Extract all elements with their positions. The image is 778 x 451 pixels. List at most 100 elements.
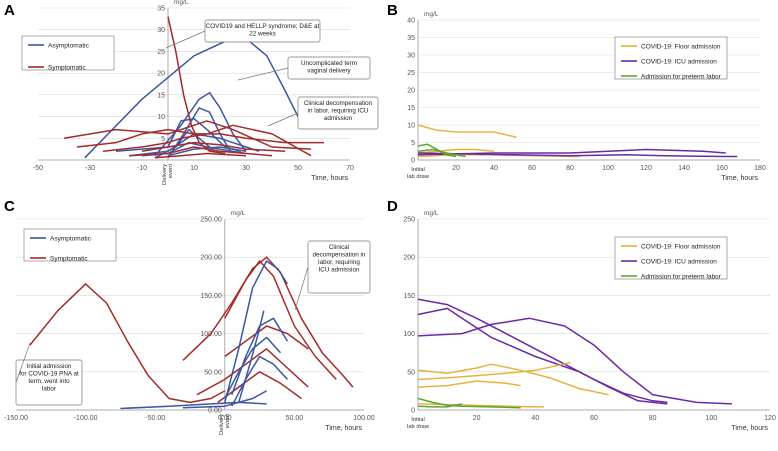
x-tick-label: 20 (452, 165, 460, 172)
y-tick-label: 15 (157, 92, 165, 99)
legend-entry: COVID-19: ICU admission (641, 58, 717, 65)
annotation-text: Initial admission for COVID-19 PNA at term… (19, 363, 79, 393)
y-tick-label: 250.00 (200, 217, 222, 224)
x-tick-label: 10 (190, 165, 198, 172)
y-tick-label: 0.00 (208, 408, 222, 415)
y-tick-label: 25 (157, 49, 165, 56)
series-line-asymptomatic (167, 107, 232, 159)
y-tick-label: 200 (403, 255, 415, 262)
y-tick-label: 0 (411, 158, 415, 165)
series-line-floor (417, 363, 609, 396)
series-line-asymptomatic (231, 355, 288, 407)
series-line-icu (417, 148, 726, 156)
y-tick-label: 150.00 (200, 293, 222, 300)
series-line-symptomatic (63, 120, 312, 150)
y-tick-label: 20 (407, 88, 415, 95)
series-line-asymptomatic (224, 260, 289, 403)
y-tick-label: 250 (403, 217, 415, 224)
x-axis-title: Time, hours (721, 175, 758, 182)
panel-a-chart: A 5 10 15 20 25 30 35 mg/L -50 -30 -10 10 30 50 70 Time,… (4, 0, 379, 185)
x-tick-label: -100.00 (74, 415, 98, 422)
legend-box (614, 36, 728, 80)
y-tick-label: 10 (407, 123, 415, 130)
series-line-floor (417, 361, 571, 381)
annotation-text: Clinical decompensation in labor, requiri… (304, 100, 373, 122)
y-tick-label: 5 (411, 140, 415, 147)
y-tick-label: 35 (157, 6, 165, 13)
y-tick-label: 30 (157, 27, 165, 34)
y-unit-label: mg/L (231, 210, 246, 217)
y-tick-label: 20 (157, 71, 165, 78)
x-axis-title: Time, hours (731, 425, 768, 432)
y-unit-label: mg/L (424, 210, 439, 217)
delivery-event-label: Deliveryevent (219, 414, 231, 435)
series-line-preterm (417, 403, 463, 408)
series-line-asymptomatic (84, 33, 299, 159)
legend-entry: COVID-19: Floor admission (641, 243, 721, 250)
x-tick-label: 20 (473, 415, 481, 422)
y-tick-label: 25 (407, 70, 415, 77)
y-tick-label: 200.00 (200, 255, 222, 262)
series-line-symptomatic (29, 283, 226, 404)
y-tick-label: 50 (407, 369, 415, 376)
series-line-icu (417, 298, 668, 404)
legend-entry: Symptomatic (50, 255, 88, 262)
x-tick-label: 0.00 (218, 415, 232, 422)
x-tick-label: 100.00 (353, 415, 375, 422)
legend-entry: Admission for preterm labor (641, 73, 722, 80)
x-tick-label: 120 (640, 165, 652, 172)
legend-box (21, 35, 115, 71)
series-line-asymptomatic (237, 310, 265, 403)
annotation-text: Uncomplicated term vaginal delivery (301, 60, 357, 75)
y-tick-label: 35 (407, 35, 415, 42)
annotation-text: COVID19 and HELLP syndrome; D&E at 22 wee… (206, 23, 320, 38)
y-tick-label: 5 (161, 136, 165, 143)
x-tick-label: 70 (346, 165, 354, 172)
series-line-symptomatic (196, 348, 309, 396)
series-line-floor (417, 380, 521, 388)
annotation-text: Clinical decompensation in labor, requirin… (313, 244, 366, 274)
panel-label-b: B (387, 2, 398, 19)
series-line-symptomatic (76, 128, 324, 148)
series-line-floor (417, 148, 495, 154)
y-tick-label: 100 (403, 331, 415, 338)
x-tick-label: -150.00 (4, 415, 28, 422)
y-tick-label: 0 (411, 408, 415, 415)
x-tick-label: 80 (649, 415, 657, 422)
x-tick-label: 80 (566, 165, 574, 172)
x-tick-label: 140 (678, 165, 690, 172)
y-tick-label: 50.00 (204, 369, 222, 376)
panel-b-chart: B 0 5 10 15 20 25 30 35 40 mg/L 20 40 60 80 100 120 140 16… (387, 2, 766, 182)
legend-entry: Admission for preterm labor (641, 273, 722, 280)
series-line-icu (417, 307, 668, 405)
series-line-symptomatic (217, 371, 302, 404)
series-line-asymptomatic (120, 401, 267, 410)
x-axis-title: Time, hours (325, 425, 362, 432)
x-tick-label: 50 (294, 165, 302, 172)
x-tick-label: 100 (602, 165, 614, 172)
y-tick-label: 100.00 (200, 331, 222, 338)
legend-entry: COVID-19: ICU admission (641, 258, 717, 265)
series-line-symptomatic (141, 141, 286, 153)
series-line-symptomatic (224, 260, 337, 380)
x-tick-label: -30 (85, 165, 95, 172)
x-tick-label: -50 (33, 165, 43, 172)
series-line-asymptomatic (224, 336, 282, 399)
x-tick-label: 40 (531, 415, 539, 422)
x-tick-label: 60 (590, 415, 598, 422)
annotation-pointer (165, 30, 206, 49)
x-tick-label: 50.00 (286, 415, 304, 422)
series-line-symptomatic (167, 16, 226, 155)
x-axis-title: Time, hours (311, 175, 348, 182)
series-line-asymptomatic (154, 128, 216, 159)
annotation-pointer (294, 266, 309, 311)
annotation-pointer (15, 342, 31, 383)
y-tick-label: 15 (407, 105, 415, 112)
legend-box (23, 228, 117, 262)
series-line-asymptomatic (154, 91, 247, 157)
panel-label-c: C (4, 198, 15, 215)
delivery-event-label: Deliveryevent (162, 164, 174, 185)
panel-d-chart: D 0 50 100 150 200 250 mg/L 20 40 60 80 100 120 Time, … (387, 198, 776, 432)
series-line-asymptomatic (167, 146, 247, 157)
y-unit-label: mg/L (424, 11, 439, 18)
